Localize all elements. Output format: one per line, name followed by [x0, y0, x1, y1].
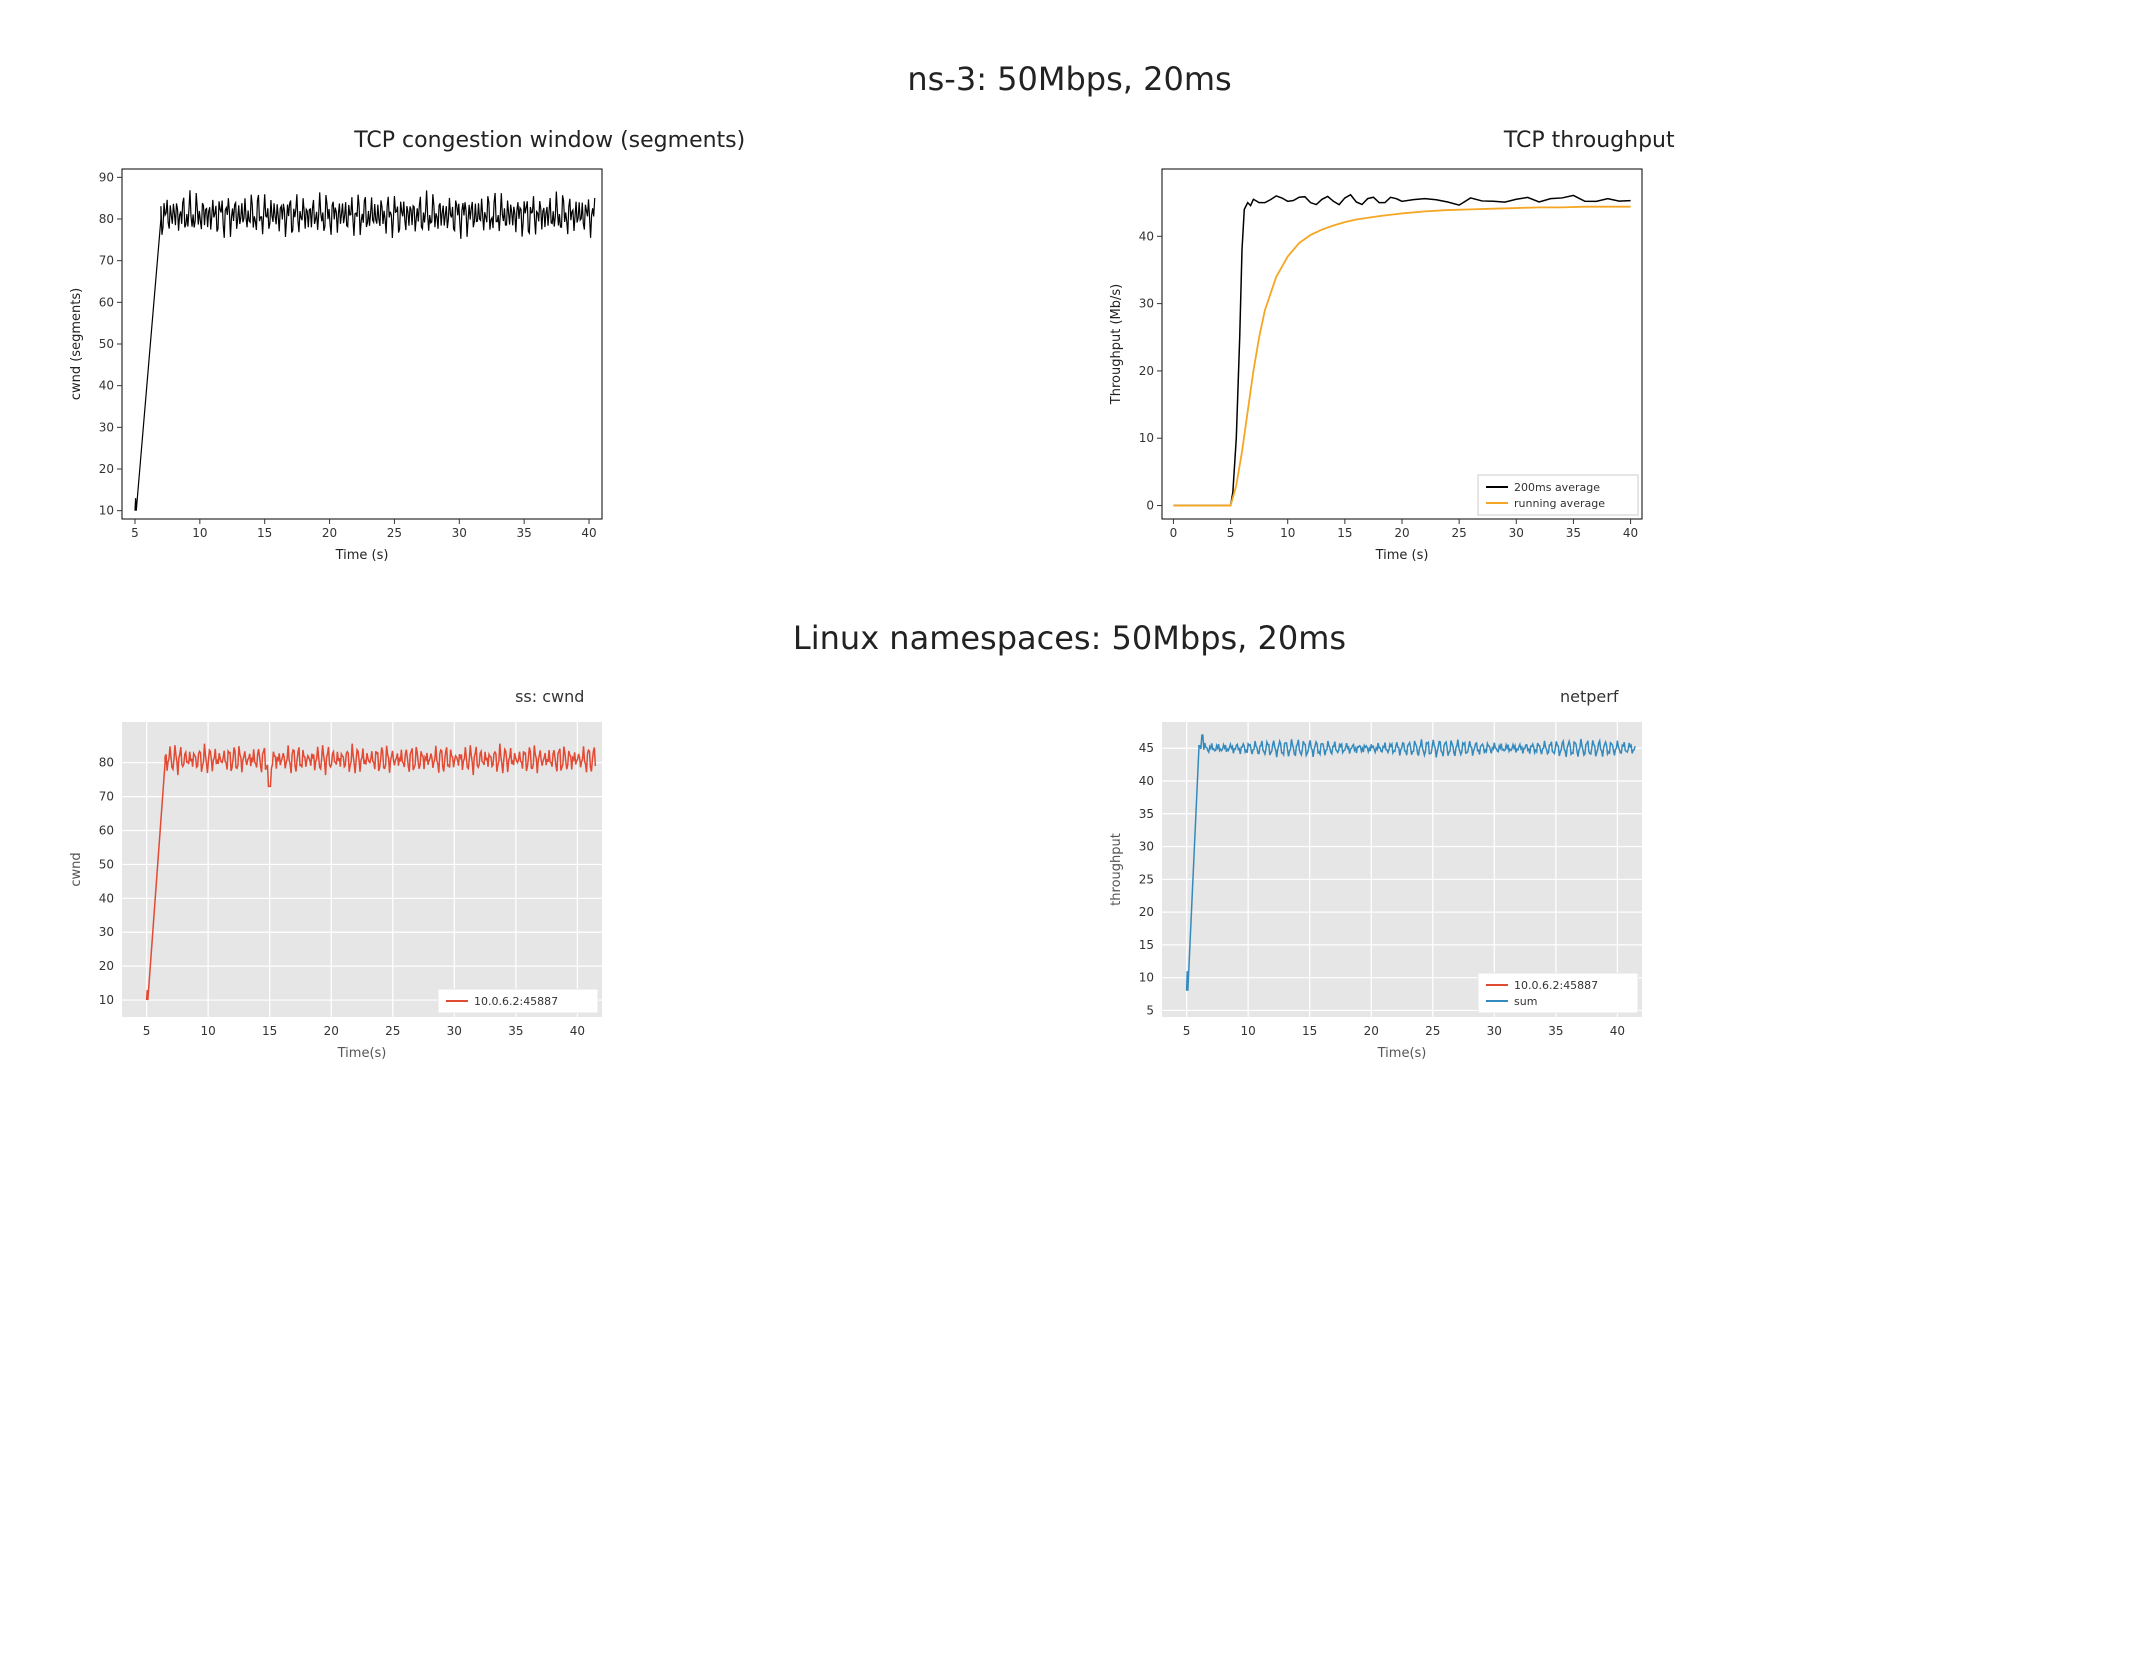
svg-text:60: 60: [99, 824, 114, 838]
svg-text:20: 20: [322, 526, 337, 540]
svg-text:40: 40: [99, 379, 114, 393]
svg-text:Time (s): Time (s): [335, 548, 389, 563]
svg-text:50: 50: [99, 337, 114, 351]
svg-text:10: 10: [1280, 526, 1295, 540]
svg-text:10.0.6.2:45887: 10.0.6.2:45887: [1514, 979, 1598, 992]
svg-text:35: 35: [1548, 1024, 1563, 1038]
svg-text:200ms average: 200ms average: [1514, 481, 1600, 494]
chart1-svg: 5 10 15 20 25 30 35 40 10 20 30 40 50 60 70 80 90 Time (s…: [60, 159, 620, 579]
svg-text:45: 45: [1138, 741, 1153, 755]
svg-text:15: 15: [1337, 526, 1352, 540]
svg-text:Time (s): Time (s): [1374, 548, 1428, 563]
svg-text:10: 10: [99, 993, 114, 1007]
svg-text:10.0.6.2:45887: 10.0.6.2:45887: [474, 995, 558, 1008]
svg-text:80: 80: [99, 212, 114, 226]
chart3-title: ss: cwnd: [60, 687, 1040, 706]
section1-title: ns-3: 50Mbps, 20ms: [60, 60, 2079, 98]
svg-text:Time(s): Time(s): [337, 1046, 387, 1061]
svg-text:25: 25: [1425, 1024, 1440, 1038]
svg-text:cwnd: cwnd: [69, 852, 84, 886]
svg-text:5: 5: [143, 1024, 151, 1038]
svg-text:40: 40: [1609, 1024, 1624, 1038]
svg-text:40: 40: [1622, 526, 1637, 540]
svg-text:25: 25: [387, 526, 402, 540]
svg-text:15: 15: [262, 1024, 277, 1038]
panel-chart2: TCP throughput 0 5 10 15 20 25 30 35 40 0 10 20 30 40…: [1100, 128, 2080, 579]
svg-text:90: 90: [99, 170, 114, 184]
svg-text:10: 10: [1138, 431, 1153, 445]
chart2-title: TCP throughput: [1100, 128, 2080, 153]
svg-text:Time(s): Time(s): [1376, 1046, 1426, 1061]
svg-text:0: 0: [1169, 526, 1177, 540]
section2-title: Linux namespaces: 50Mbps, 20ms: [60, 619, 2079, 657]
panel-chart4: netperf 5 10 15 20 25 30 35 40 5 10 15 20 25 30 35 40 45…: [1100, 687, 2080, 1072]
svg-text:15: 15: [257, 526, 272, 540]
svg-text:20: 20: [324, 1024, 339, 1038]
svg-text:5: 5: [1226, 526, 1234, 540]
svg-text:15: 15: [1302, 1024, 1317, 1038]
svg-text:70: 70: [99, 254, 114, 268]
row-linux: ss: cwnd 5 10 15 20 25 30 35 40 10 20 30 40 50 60 70 80…: [60, 687, 2079, 1072]
chart4-svg: 5 10 15 20 25 30 35 40 5 10 15 20 25 30 35 40 45 Time(s) t…: [1100, 712, 1660, 1072]
row-ns3: TCP congestion window (segments) 5 10 15 20…: [60, 128, 2079, 579]
svg-text:30: 30: [1138, 840, 1153, 854]
svg-text:50: 50: [99, 857, 114, 871]
svg-text:25: 25: [1138, 872, 1153, 886]
svg-text:15: 15: [1138, 938, 1153, 952]
svg-text:0: 0: [1146, 499, 1154, 513]
svg-text:10: 10: [99, 504, 114, 518]
svg-text:20: 20: [1138, 905, 1153, 919]
svg-text:30: 30: [99, 420, 114, 434]
svg-text:40: 40: [1138, 229, 1153, 243]
chart3-svg: 5 10 15 20 25 30 35 40 10 20 30 40 50 60 70 80 Time(s) cw…: [60, 712, 620, 1072]
svg-text:20: 20: [1138, 364, 1153, 378]
chart2-svg: 0 5 10 15 20 25 30 35 40 0 10 20 30 40 Time (s) Through…: [1100, 159, 1660, 579]
svg-text:35: 35: [517, 526, 532, 540]
svg-text:20: 20: [1394, 526, 1409, 540]
svg-text:70: 70: [99, 790, 114, 804]
svg-text:10: 10: [201, 1024, 216, 1038]
svg-text:Throughput (Mb/s): Throughput (Mb/s): [1109, 284, 1124, 405]
svg-text:20: 20: [99, 959, 114, 973]
svg-text:80: 80: [99, 756, 114, 770]
svg-text:40: 40: [99, 891, 114, 905]
svg-text:40: 40: [570, 1024, 585, 1038]
svg-text:60: 60: [99, 295, 114, 309]
panel-chart3: ss: cwnd 5 10 15 20 25 30 35 40 10 20 30 40 50 60 70 80…: [60, 687, 1040, 1072]
svg-text:35: 35: [1565, 526, 1580, 540]
chart1-title: TCP congestion window (segments): [60, 128, 1040, 153]
chart4-title: netperf: [1100, 687, 2080, 706]
svg-text:10: 10: [1138, 971, 1153, 985]
svg-text:30: 30: [1508, 526, 1523, 540]
svg-text:25: 25: [385, 1024, 400, 1038]
svg-text:30: 30: [1138, 297, 1153, 311]
svg-text:30: 30: [1486, 1024, 1501, 1038]
svg-text:30: 30: [452, 526, 467, 540]
svg-text:35: 35: [508, 1024, 523, 1038]
svg-text:cwnd (segments): cwnd (segments): [69, 288, 84, 400]
svg-text:5: 5: [1182, 1024, 1190, 1038]
svg-text:25: 25: [1451, 526, 1466, 540]
svg-text:running average: running average: [1514, 497, 1605, 510]
svg-text:40: 40: [581, 526, 596, 540]
svg-text:20: 20: [1363, 1024, 1378, 1038]
svg-text:40: 40: [1138, 774, 1153, 788]
svg-text:30: 30: [447, 1024, 462, 1038]
svg-text:throughput: throughput: [1109, 833, 1124, 906]
panel-chart1: TCP congestion window (segments) 5 10 15 20…: [60, 128, 1040, 579]
svg-text:10: 10: [1240, 1024, 1255, 1038]
svg-text:35: 35: [1138, 807, 1153, 821]
svg-text:20: 20: [99, 462, 114, 476]
svg-text:5: 5: [1146, 1003, 1154, 1017]
svg-text:10: 10: [192, 526, 207, 540]
svg-text:5: 5: [131, 526, 139, 540]
svg-text:sum: sum: [1514, 995, 1537, 1008]
svg-text:30: 30: [99, 925, 114, 939]
